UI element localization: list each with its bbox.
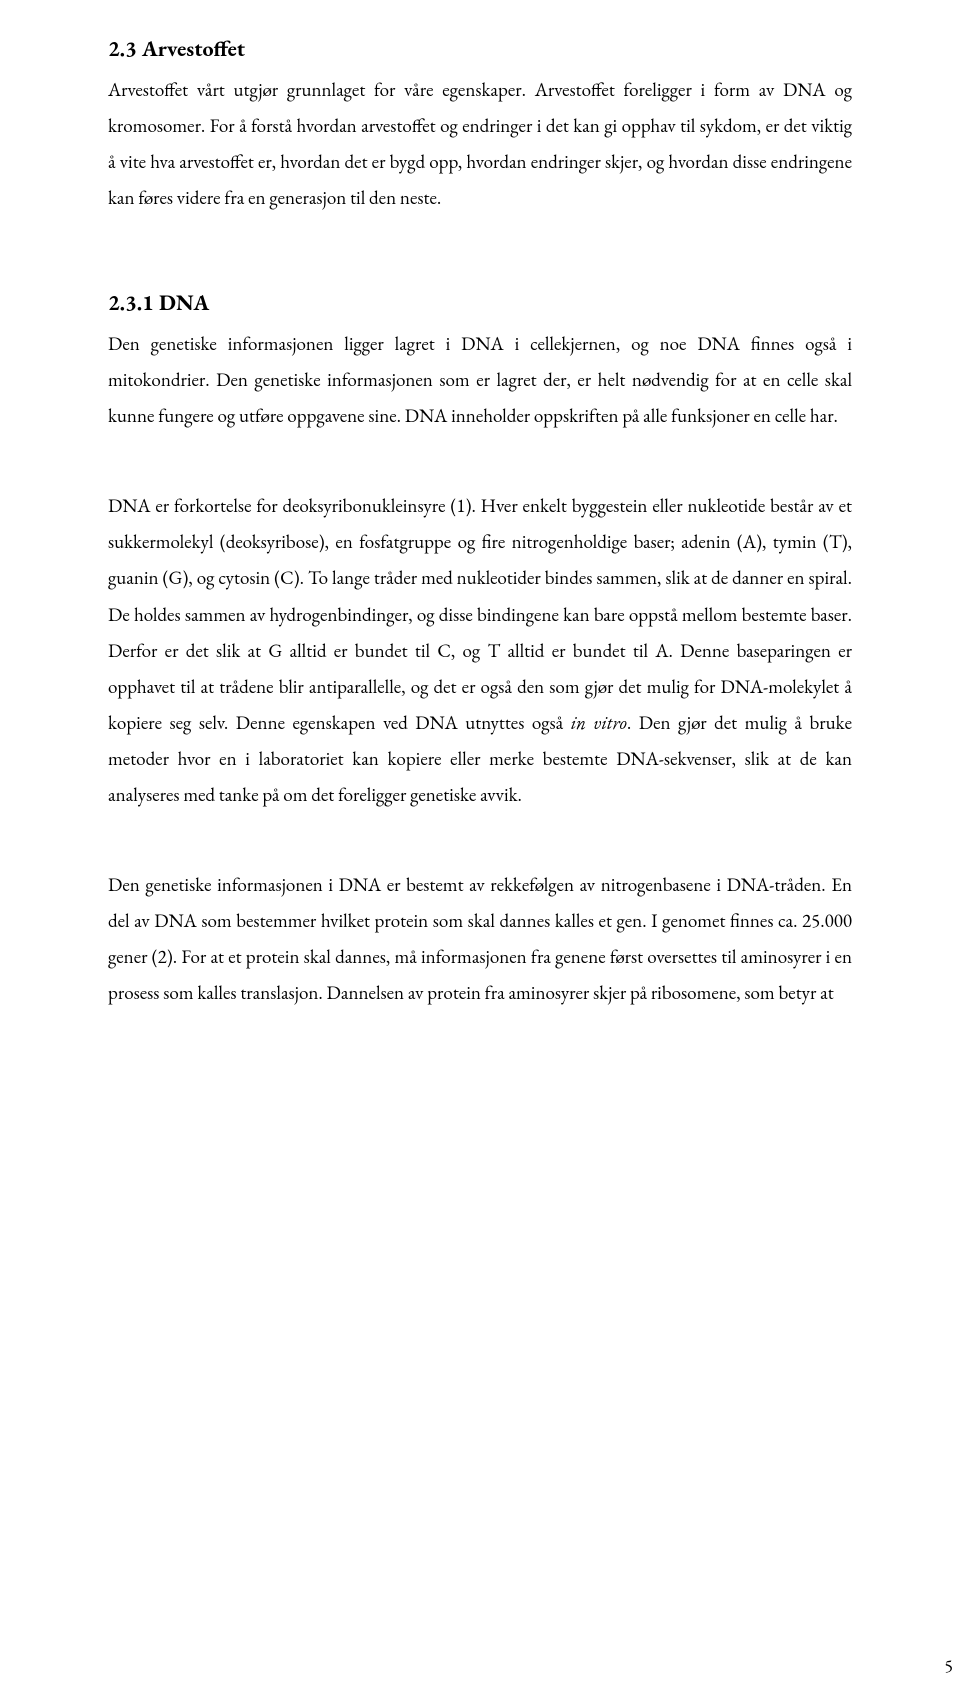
paragraph-2-3-intro: Arvestoffet vårt utgjør grunnlaget for v…	[108, 72, 852, 216]
paragraph-2-3-1-b-part1: DNA er forkortelse for deoksyribonuklein…	[108, 493, 852, 735]
paragraph-2-3-1-c: Den genetiske informasjonen i DNA er bes…	[108, 867, 852, 1011]
section-heading-2-3-1: 2.3.1 DNA	[108, 282, 852, 324]
page-number: 5	[108, 1650, 960, 1684]
section-heading-2-3: 2.3 Arvestoffet	[108, 28, 852, 70]
paragraph-2-3-1-a: Den genetiske informasjonen ligger lagre…	[108, 326, 852, 434]
paragraph-2-3-1-b: DNA er forkortelse for deoksyribonuklein…	[108, 488, 852, 813]
italic-in-vitro: in vitro	[571, 710, 627, 735]
